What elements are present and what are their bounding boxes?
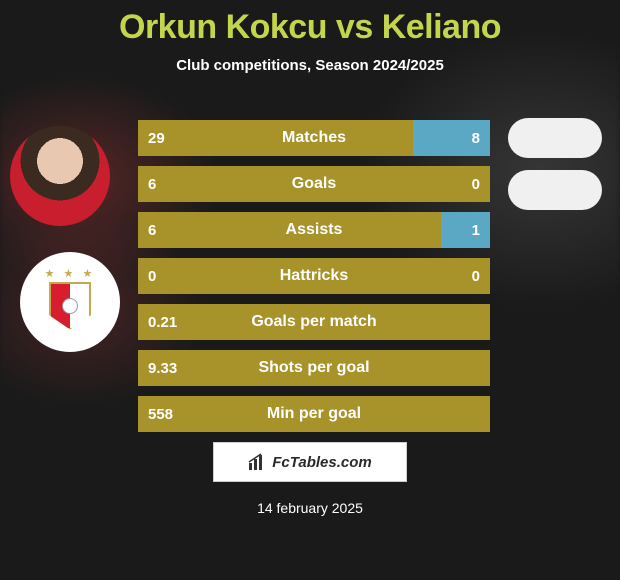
stat-value-right: 8 [462,120,490,156]
stat-bar-left [138,258,490,294]
stat-row: 0.21Goals per match [138,304,490,340]
player2-avatar [508,118,602,158]
stat-value-right: 1 [462,212,490,248]
stat-bar-left [138,396,490,432]
date-label: 14 february 2025 [0,500,620,516]
page-subtitle: Club competitions, Season 2024/2025 [0,57,620,74]
stat-bar-left [138,166,490,202]
source-label: FcTables.com [272,454,371,471]
stat-bar-left [138,120,413,156]
stat-value-left: 9.33 [138,350,187,386]
stat-row: 558Min per goal [138,396,490,432]
stat-bar-left [138,304,490,340]
player2-club-crest [508,170,602,210]
stat-value-left: 0.21 [138,304,187,340]
stat-row: 298Matches [138,120,490,156]
stat-row: 00Hattricks [138,258,490,294]
stat-value-right: 0 [462,258,490,294]
stat-bar-left [138,212,441,248]
stat-value-left: 6 [138,212,166,248]
stat-value-left: 0 [138,258,166,294]
stat-bar-left [138,350,490,386]
stat-row: 60Goals [138,166,490,202]
stat-row: 9.33Shots per goal [138,350,490,386]
stats-container: 298Matches60Goals61Assists00Hattricks0.2… [138,120,490,442]
stat-value-right: 0 [462,166,490,202]
stat-value-left: 6 [138,166,166,202]
chart-icon [248,453,266,471]
stat-value-left: 29 [138,120,175,156]
stat-value-right [470,350,490,386]
stat-value-right [470,304,490,340]
stat-value-left: 558 [138,396,183,432]
player1-club-crest: ★ ★ ★ [20,252,120,352]
stat-value-right [470,396,490,432]
page-title: Orkun Kokcu vs Keliano [0,0,620,47]
stat-row: 61Assists [138,212,490,248]
player1-avatar [10,126,110,226]
source-badge: FcTables.com [213,442,407,482]
